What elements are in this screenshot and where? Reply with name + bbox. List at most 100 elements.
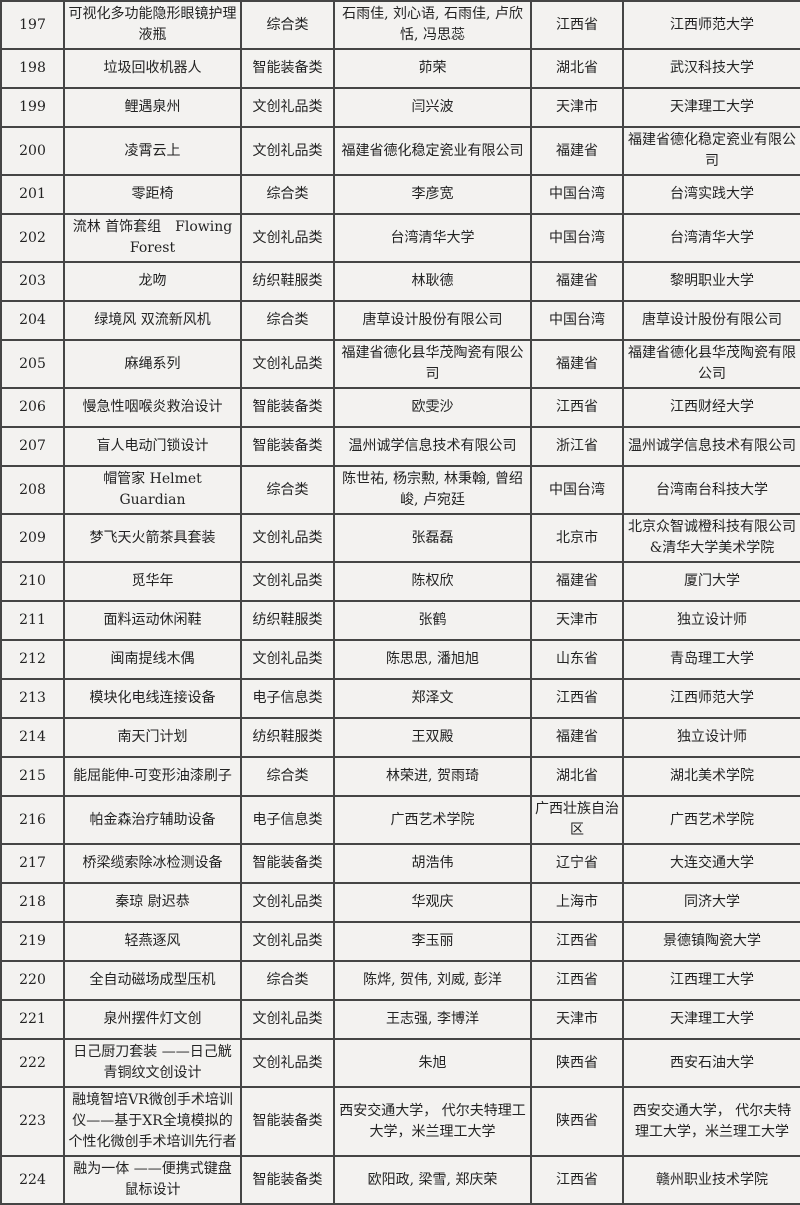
entry-province-cell: 中国台湾 (530, 174, 624, 215)
entry-number-cell: 213 (0, 678, 65, 719)
entry-name-cell: 融境智培VR微创手术培训仪——基于XR全境模拟的个性化微创手术培训先行者 (63, 1086, 242, 1157)
entry-organization-cell: 西安交通大学， 代尔夫特理工大学，米兰理工大学 (622, 1086, 800, 1157)
entry-province-cell: 中国台湾 (530, 300, 624, 341)
entry-name-cell: 绿境风 双流新风机 (63, 300, 242, 341)
entry-authors-cell: 温州诚学信息技术有限公司 (333, 426, 532, 467)
entry-category-cell: 综合类 (240, 174, 335, 215)
table-row: 216 帕金森治疗辅助设备 电子信息类 广西艺术学院 广西壮族自治区 广西艺术学… (0, 795, 800, 845)
entry-name-cell: 泉州摆件灯文创 (63, 999, 242, 1040)
table-row: 200 凌霄云上 文创礼品类 福建省德化稳定瓷业有限公司 福建省 福建省德化稳定… (0, 126, 800, 176)
entry-category-cell: 综合类 (240, 756, 335, 797)
entry-authors-cell: 福建省德化稳定瓷业有限公司 (333, 126, 532, 176)
table-row: 224 融为一体 ——便携式键盘鼠标设计 智能装备类 欧阳政, 梁雪, 郑庆荣 … (0, 1155, 800, 1205)
entry-authors-cell: 茆荣 (333, 48, 532, 89)
entry-authors-cell: 林耿德 (333, 261, 532, 302)
entry-name-cell: 南天门计划 (63, 717, 242, 758)
entry-name-cell: 梦飞天火箭茶具套装 (63, 513, 242, 563)
entry-province-cell: 山东省 (530, 639, 624, 680)
entry-province-cell: 江西省 (530, 678, 624, 719)
entry-authors-cell: 西安交通大学， 代尔夫特理工大学，米兰理工大学 (333, 1086, 532, 1157)
table-row: 222 日己厨刀套装 ——日己觥青铜纹文创设计 文创礼品类 朱旭 陕西省 西安石… (0, 1038, 800, 1088)
entry-name-cell: 日己厨刀套装 ——日己觥青铜纹文创设计 (63, 1038, 242, 1088)
table-row: 202 流林 首饰套组 Flowing Forest 文创礼品类 台湾清华大学 … (0, 213, 800, 263)
entry-category-cell: 纺织鞋服类 (240, 600, 335, 641)
table-row: 219 轻燕逐风 文创礼品类 李玉丽 江西省 景德镇陶瓷大学 (0, 921, 800, 962)
entry-organization-cell: 同济大学 (622, 882, 800, 923)
entry-organization-cell: 福建省德化县华茂陶瓷有限公司 (622, 339, 800, 389)
entry-province-cell: 福建省 (530, 261, 624, 302)
entry-organization-cell: 江西师范大学 (622, 678, 800, 719)
entry-authors-cell: 欧阳政, 梁雪, 郑庆荣 (333, 1155, 532, 1205)
entry-number-cell: 202 (0, 213, 65, 263)
entry-category-cell: 智能装备类 (240, 387, 335, 428)
entry-organization-cell: 广西艺术学院 (622, 795, 800, 845)
entry-organization-cell: 温州诚学信息技术有限公司 (622, 426, 800, 467)
entry-organization-cell: 江西财经大学 (622, 387, 800, 428)
entry-province-cell: 江西省 (530, 1155, 624, 1205)
entry-category-cell: 纺织鞋服类 (240, 717, 335, 758)
entry-province-cell: 天津市 (530, 999, 624, 1040)
entry-category-cell: 综合类 (240, 300, 335, 341)
entry-organization-cell: 黎明职业大学 (622, 261, 800, 302)
entry-number-cell: 222 (0, 1038, 65, 1088)
entry-authors-cell: 欧雯沙 (333, 387, 532, 428)
entry-authors-cell: 胡浩伟 (333, 843, 532, 884)
entry-category-cell: 电子信息类 (240, 795, 335, 845)
entry-authors-cell: 福建省德化县华茂陶瓷有限公司 (333, 339, 532, 389)
entry-category-cell: 电子信息类 (240, 678, 335, 719)
entry-province-cell: 江西省 (530, 960, 624, 1001)
entry-organization-cell: 青岛理工大学 (622, 639, 800, 680)
entry-category-cell: 文创礼品类 (240, 561, 335, 602)
table-row: 217 桥梁缆索除冰检测设备 智能装备类 胡浩伟 辽宁省 大连交通大学 (0, 843, 800, 884)
entry-organization-cell: 厦门大学 (622, 561, 800, 602)
entry-number-cell: 212 (0, 639, 65, 680)
table-row: 206 慢急性咽喉炎救治设计 智能装备类 欧雯沙 江西省 江西财经大学 (0, 387, 800, 428)
entry-name-cell: 零距椅 (63, 174, 242, 215)
entry-province-cell: 陕西省 (530, 1086, 624, 1157)
table-row: 204 绿境风 双流新风机 综合类 唐草设计股份有限公司 中国台湾 唐草设计股份… (0, 300, 800, 341)
entry-organization-cell: 江西理工大学 (622, 960, 800, 1001)
entry-authors-cell: 石雨佳, 刘心语, 石雨佳, 卢欣恬, 冯思蕊 (333, 0, 532, 50)
entry-province-cell: 陕西省 (530, 1038, 624, 1088)
entry-category-cell: 文创礼品类 (240, 921, 335, 962)
entry-authors-cell: 张磊磊 (333, 513, 532, 563)
entry-organization-cell: 大连交通大学 (622, 843, 800, 884)
entry-number-cell: 219 (0, 921, 65, 962)
entry-name-cell: 龙吻 (63, 261, 242, 302)
entry-organization-cell: 独立设计师 (622, 600, 800, 641)
entry-province-cell: 江西省 (530, 921, 624, 962)
entry-province-cell: 江西省 (530, 387, 624, 428)
entry-number-cell: 197 (0, 0, 65, 50)
entry-name-cell: 全自动磁场成型压机 (63, 960, 242, 1001)
entry-province-cell: 北京市 (530, 513, 624, 563)
table-row: 220 全自动磁场成型压机 综合类 陈烨, 贺伟, 刘威, 彭洋 江西省 江西理… (0, 960, 800, 1001)
entry-authors-cell: 陈世祐, 杨宗勲, 林秉翰, 曾绍峻, 卢宛廷 (333, 465, 532, 515)
table-row: 215 能屈能伸-可变形油漆刷子 综合类 林荣进, 贺雨琦 湖北省 湖北美术学院 (0, 756, 800, 797)
entry-category-cell: 文创礼品类 (240, 87, 335, 128)
entry-category-cell: 智能装备类 (240, 1086, 335, 1157)
entry-name-cell: 鲤遇泉州 (63, 87, 242, 128)
table-row: 199 鲤遇泉州 文创礼品类 闫兴波 天津市 天津理工大学 (0, 87, 800, 128)
entry-authors-cell: 陈权欣 (333, 561, 532, 602)
entry-name-cell: 慢急性咽喉炎救治设计 (63, 387, 242, 428)
entry-number-cell: 210 (0, 561, 65, 602)
entry-province-cell: 浙江省 (530, 426, 624, 467)
table-row: 197 可视化多功能隐形眼镜护理液瓶 综合类 石雨佳, 刘心语, 石雨佳, 卢欣… (0, 0, 800, 50)
entry-number-cell: 206 (0, 387, 65, 428)
entry-name-cell: 麻绳系列 (63, 339, 242, 389)
table-row: 205 麻绳系列 文创礼品类 福建省德化县华茂陶瓷有限公司 福建省 福建省德化县… (0, 339, 800, 389)
entry-province-cell: 天津市 (530, 87, 624, 128)
entry-number-cell: 221 (0, 999, 65, 1040)
entry-province-cell: 福建省 (530, 126, 624, 176)
entry-name-cell: 能屈能伸-可变形油漆刷子 (63, 756, 242, 797)
entry-organization-cell: 福建省德化稳定瓷业有限公司 (622, 126, 800, 176)
entry-province-cell: 湖北省 (530, 756, 624, 797)
entry-organization-cell: 唐草设计股份有限公司 (622, 300, 800, 341)
entry-authors-cell: 张鹤 (333, 600, 532, 641)
table-row: 207 盲人电动门锁设计 智能装备类 温州诚学信息技术有限公司 浙江省 温州诚学… (0, 426, 800, 467)
entry-category-cell: 智能装备类 (240, 843, 335, 884)
entry-category-cell: 智能装备类 (240, 426, 335, 467)
table-row: 218 秦琼 尉迟恭 文创礼品类 华观庆 上海市 同济大学 (0, 882, 800, 923)
table-row: 208 帽管家 Helmet Guardian 综合类 陈世祐, 杨宗勲, 林秉… (0, 465, 800, 515)
